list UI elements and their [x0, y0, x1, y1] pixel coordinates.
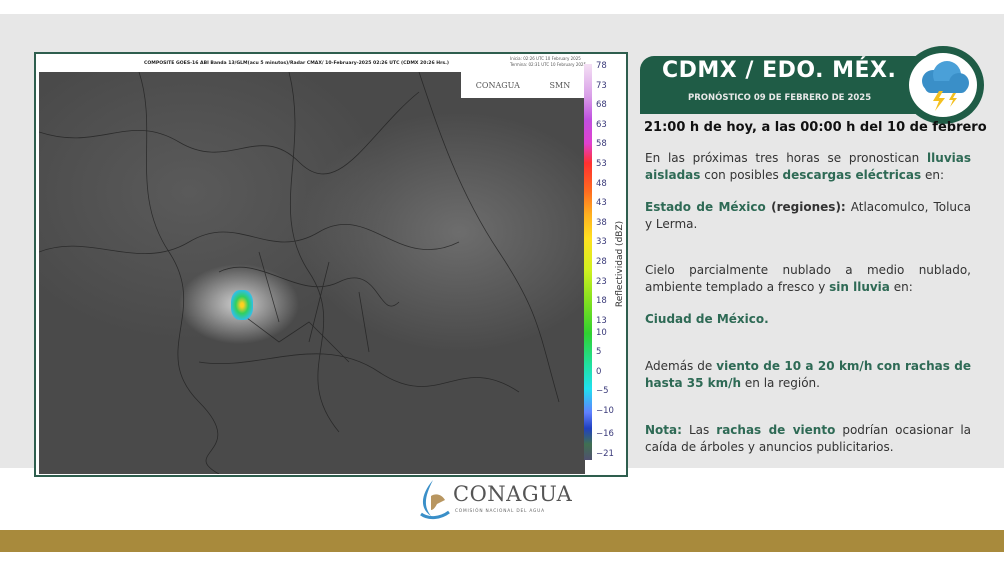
colorbar-tick: 13: [596, 315, 607, 326]
colorbar-tick: 0: [596, 366, 602, 377]
colorbar-tick: 63: [596, 119, 607, 130]
footer-logo-text: CONAGUA: [453, 482, 573, 506]
colorbar-tick: −5: [596, 386, 609, 397]
colorbar-tick: 68: [596, 100, 607, 111]
colorbar-tick: 38: [596, 217, 607, 228]
state-boundaries: [39, 72, 560, 474]
satellite-radar-map: CONAGUA SMN: [39, 72, 585, 474]
footer-band: [0, 530, 1004, 552]
colorbar-tick: 58: [596, 139, 607, 150]
smn-logo: SMN: [549, 80, 571, 90]
forecast-period: 21:00 h de hoy, a las 00:00 h del 10 de …: [644, 120, 987, 135]
colorbar-label: Reflectividad (dBZ): [615, 220, 625, 308]
paragraph-note: Nota: Las rachas de viento podrían ocasi…: [645, 423, 972, 454]
colorbar-tick: 5: [596, 347, 602, 358]
conagua-logo: CONAGUA: [475, 80, 520, 90]
banner-subtitle: PRONÓSTICO 09 DE FEBRERO DE 2025: [688, 93, 872, 103]
colorbar-tick: 23: [596, 276, 607, 287]
colorbar-tick: 33: [596, 237, 607, 248]
colorbar-tick: 18: [596, 296, 607, 307]
banner-title: CDMX / EDO. MÉX.: [662, 58, 897, 83]
paragraph-wind: Además de viento de 10 a 20 km/h con rac…: [645, 359, 971, 390]
map-logos: CONAGUA SMN: [461, 72, 585, 98]
map-title: COMPOSITE GOES-16 ABI Banda 13/GLM(acu 5…: [144, 61, 449, 66]
conagua-emblem-icon: [420, 480, 450, 520]
radar-map-frame: COMPOSITE GOES-16 ABI Banda 13/GLM(acu 5…: [34, 52, 628, 477]
footer-logo-subtitle: COMISIÓN NACIONAL DEL AGUA: [455, 509, 545, 514]
colorbar-tick: 78: [596, 61, 607, 71]
paragraph-edomex: Estado de México (regiones): Atlacomulco…: [645, 200, 971, 231]
colorbar-tick: −21: [596, 449, 614, 459]
colorbar-tick: 43: [596, 198, 607, 209]
colorbar-tick: 10: [596, 327, 607, 338]
map-time-range: Inicia: 02:26 UTC 10 February 2025 Termin…: [510, 56, 586, 68]
colorbar-tick: 28: [596, 256, 607, 267]
paragraph-cdmx: Ciudad de México.: [645, 312, 769, 326]
paragraph-rain: En las próximas tres horas se pronostica…: [645, 151, 971, 182]
map-start-time: Inicia: 02:26 UTC 10 February 2025: [510, 56, 581, 61]
conagua-footer-logo: CONAGUA COMISIÓN NACIONAL DEL AGUA: [415, 478, 595, 520]
reflectivity-colorbar: [584, 64, 592, 460]
map-end-time: Termina: 02:31 UTC 10 February 2025: [510, 62, 586, 67]
colorbar-tick: 53: [596, 158, 607, 169]
storm-cell: [231, 290, 253, 320]
paragraph-sky: Cielo parcialmente nublado a medio nubla…: [645, 263, 971, 294]
region-banner: CDMX / EDO. MÉX. PRONÓSTICO 09 DE FEBRER…: [640, 56, 940, 114]
content-panel: COMPOSITE GOES-16 ABI Banda 13/GLM(acu 5…: [0, 14, 1004, 477]
colorbar-tick: 48: [596, 178, 607, 189]
storm-cloud-lightning-icon: [902, 46, 984, 124]
colorbar-tick: −10: [596, 405, 614, 416]
colorbar-tick: −16: [596, 429, 614, 440]
colorbar-tick: 73: [596, 80, 607, 91]
